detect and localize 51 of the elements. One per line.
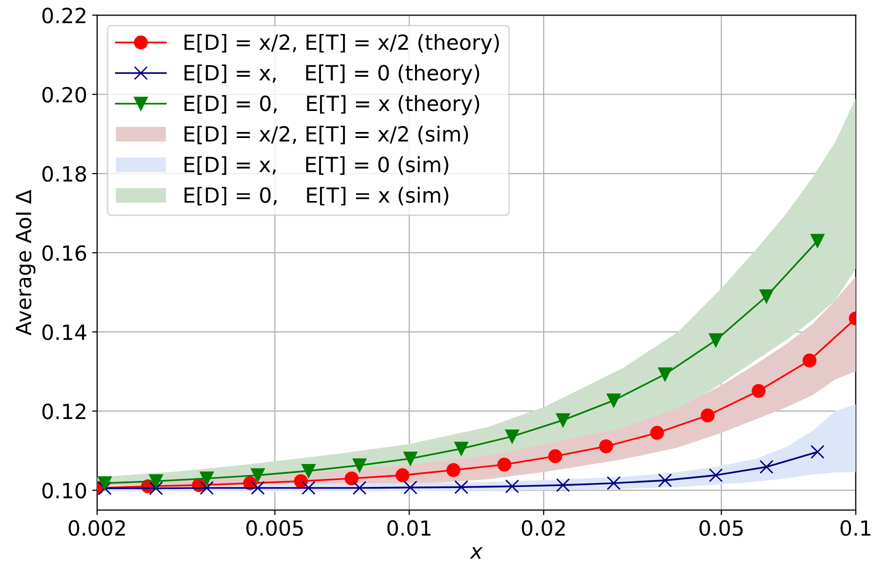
point — [708, 468, 723, 482]
point — [200, 480, 214, 495]
legend-label: E[D] = 0, E[T] = x (sim) — [184, 186, 448, 206]
point — [454, 442, 468, 456]
point — [810, 444, 824, 459]
x-tick-label: 0.01 — [387, 520, 430, 536]
y-axis-title: Average AoI Δ — [16, 190, 36, 336]
point — [505, 479, 520, 494]
y-tick-label: 0.20 — [42, 86, 86, 103]
legend-label: E[D] = x, E[T] = 0 (theory) — [184, 64, 480, 85]
point — [658, 473, 672, 488]
point — [454, 480, 468, 494]
point — [149, 481, 163, 496]
point — [352, 458, 366, 472]
legend-label: E[D] = x/2, E[T] = x/2 (theory) — [184, 34, 499, 54]
point — [98, 481, 112, 496]
point — [403, 480, 418, 494]
point — [556, 413, 570, 428]
point — [149, 474, 163, 488]
y-tick-label: 0.14 — [42, 324, 86, 340]
y-tick-label: 0.10 — [42, 482, 86, 498]
point — [760, 289, 774, 304]
y-tick-label: 0.16 — [42, 245, 86, 261]
y-tick-label: 0.12 — [42, 404, 86, 420]
legend-label: E[D] = x/2, E[T] = x/2 (sim) — [184, 126, 468, 144]
point — [606, 476, 621, 490]
x-tick-label: 0.1 — [840, 520, 870, 536]
y-tick-label: 0.22 — [42, 8, 86, 24]
point — [352, 480, 366, 495]
x-tick-label: 0.02 — [522, 520, 565, 536]
x-tick-label: 0.005 — [246, 520, 303, 536]
point — [606, 393, 621, 408]
legend-label: E[D] = 0, E[T] = x (theory) — [184, 95, 480, 116]
point — [250, 480, 265, 495]
legend-label: E[D] = x, E[T] = 0 (sim) — [184, 156, 448, 175]
x-axis-title: x — [470, 547, 483, 559]
point — [708, 333, 723, 348]
point — [760, 460, 774, 474]
x-tick-label: 0.002 — [68, 520, 125, 536]
point — [250, 468, 265, 482]
point — [810, 234, 824, 248]
point — [302, 480, 316, 495]
point — [302, 464, 316, 478]
point — [556, 478, 570, 492]
x-tick-label: 0.05 — [700, 520, 743, 536]
point — [505, 429, 520, 444]
point — [98, 476, 112, 490]
point — [658, 367, 672, 382]
y-tick-label: 0.18 — [42, 166, 86, 182]
point — [403, 452, 418, 466]
point — [200, 471, 214, 486]
